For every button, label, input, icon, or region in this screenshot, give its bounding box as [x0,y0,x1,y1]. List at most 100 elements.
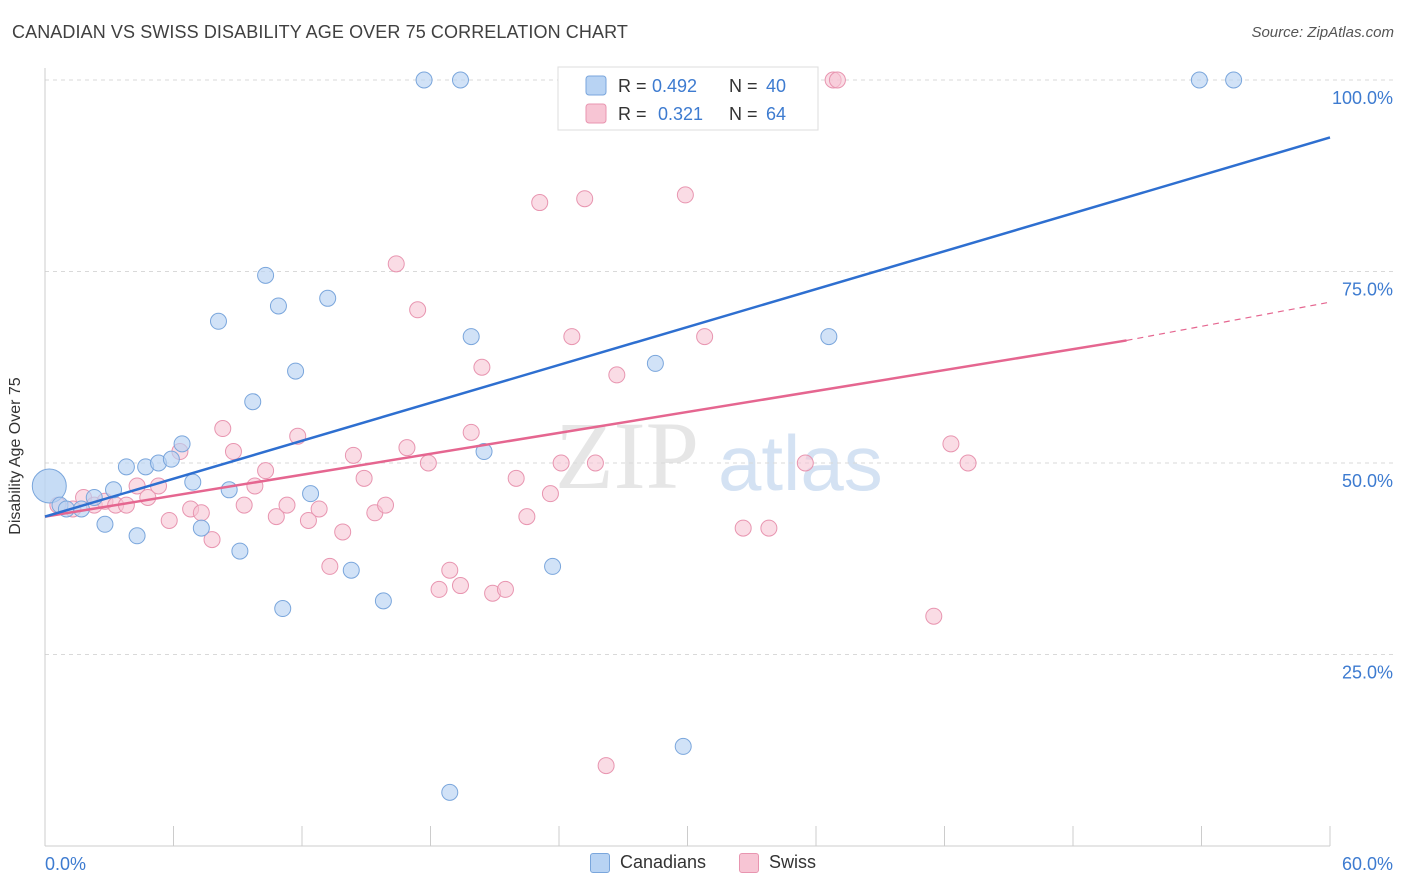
canadians-point [319,289,337,307]
canadians-point [96,515,114,533]
canadians-point [1190,71,1208,89]
canadians-point [646,354,664,372]
x-tick-label: 60.0% [1342,854,1393,874]
legend-label-swiss: Swiss [769,852,817,872]
swiss-point [387,255,405,273]
swiss-point [586,454,604,472]
canadians-point [192,519,210,537]
swiss-point [235,496,253,514]
swiss-point [430,580,448,598]
swiss-point [942,435,960,453]
swiss-point [278,496,296,514]
canadians-point [374,592,392,610]
swiss-point [959,454,977,472]
chart-source: Source: ZipAtlas.com [1251,24,1394,41]
canadians-point [342,561,360,579]
watermark-zip: ZIP [555,402,699,509]
swiss-point [496,580,514,598]
swiss-point [507,469,525,487]
canadians-point [220,481,238,499]
canadians-point [31,468,67,504]
swiss-point [160,511,178,529]
swiss-point [563,328,581,346]
swiss-point [334,523,352,541]
legend-r-value-swiss: 0.321 [658,104,703,124]
tick-labels: 25.0% 50.0% 75.0% 100.0% 0.0% 60.0% [45,88,1393,874]
swiss-point [734,519,752,537]
swiss-series [49,71,977,775]
swiss-point [267,508,285,526]
canadians-point [441,783,459,801]
swiss-trend-line [44,339,1127,518]
legend-r-value-canadians: 0.492 [652,76,697,96]
swiss-point [224,443,242,461]
swiss-point [344,446,362,464]
canadians-point [257,266,275,284]
canadians-trend-line [44,136,1331,518]
swiss-point [377,496,395,514]
swiss-point [299,511,317,529]
swiss-point [696,328,714,346]
bottom-legend: Canadians Swiss [0,852,1406,878]
swiss-point [796,454,814,472]
canadians-point [451,71,469,89]
canadians-point [162,450,180,468]
legend-box: R = 0.492 N = 40 R = 0.321 N = 64 [557,66,819,131]
trend-lines [44,136,1331,518]
canadians-point [209,312,227,330]
legend-n-value-swiss: 64 [766,104,786,124]
axes [44,68,1331,847]
swiss-point [541,485,559,503]
legend-label-canadians: Canadians [619,852,707,872]
canadians-point [415,71,433,89]
swiss-point [257,462,275,480]
canadians-point [475,443,493,461]
canadians-point [302,485,320,503]
swiss-point [462,423,480,441]
swiss-point [925,607,943,625]
swiss-point [310,500,328,518]
swiss-point [409,301,427,319]
canadians-point [674,737,692,755]
swiss-point [451,577,469,595]
legend-n-value-canadians: 40 [766,76,786,96]
y-tick-label: 25.0% [1342,663,1393,683]
canadians-point [1225,71,1243,89]
legend-n-label-swiss: N = [729,104,758,124]
legend-r-label-canadians: R = [618,76,647,96]
swiss-point [192,504,210,522]
swiss-point [398,439,416,457]
canadians-series [31,71,1243,801]
legend-item-canadians: Canadians [589,852,707,873]
swiss-trend-extension [1126,301,1331,342]
swiss-point [828,71,846,89]
canadians-point [274,600,292,618]
swiss-point [576,190,594,208]
swiss-point [203,531,221,549]
y-tick-label: 50.0% [1342,471,1393,491]
swiss-point [441,561,459,579]
canadians-point [231,542,249,560]
swiss-point [531,194,549,212]
swiss-point [760,519,778,537]
legend-swatch-swiss [585,103,607,124]
canadians-point [462,328,480,346]
canadians-point [105,481,123,499]
canadians-point [269,297,287,315]
canadians-point [184,473,202,491]
legend-r-label-swiss: R = [618,104,647,124]
legend-swatch-canadians-bottom [589,852,610,873]
swiss-point [518,508,536,526]
canadians-point [820,328,838,346]
swiss-point [608,366,626,384]
legend-swatch-canadians [585,75,607,96]
swiss-point [473,358,491,376]
swiss-point [355,469,373,487]
y-tick-label: 75.0% [1342,280,1393,300]
swiss-point [321,557,339,575]
legend-item-swiss: Swiss [739,852,816,873]
canadians-point [287,362,305,380]
canadians-point [544,557,562,575]
grid-lines [45,79,1393,655]
